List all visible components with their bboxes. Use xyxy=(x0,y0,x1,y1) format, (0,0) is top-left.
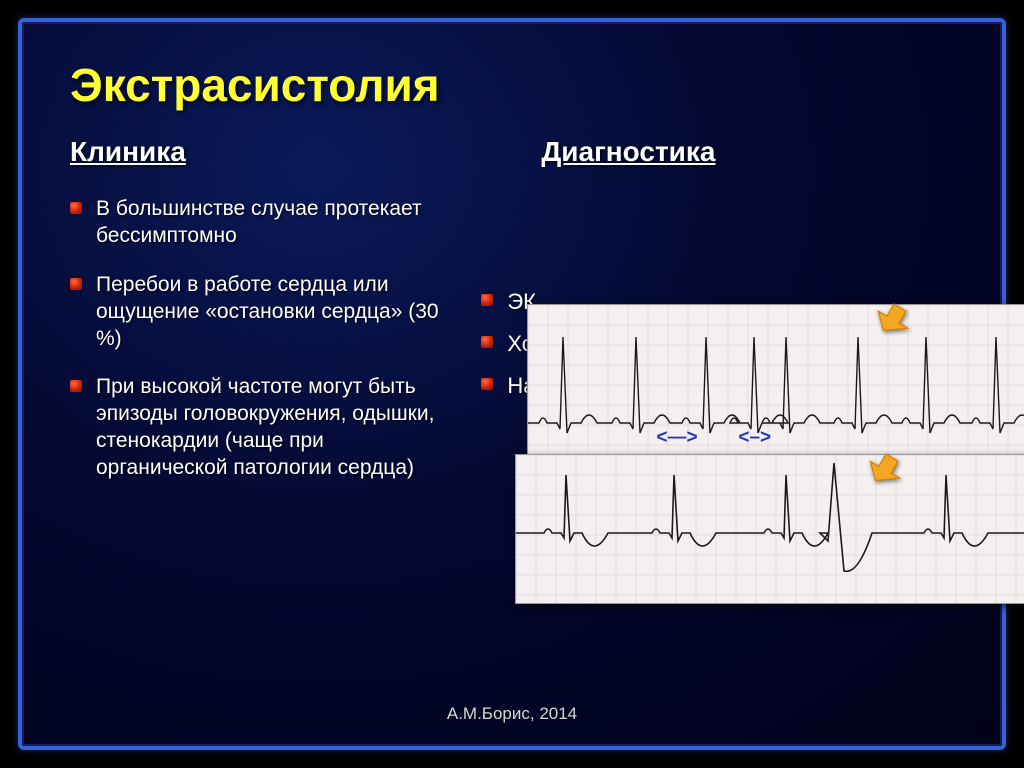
list-item: При высокой частоте могут быть эпизоды г… xyxy=(70,374,441,482)
content-columns: Клиника В большинстве случае протекает б… xyxy=(70,136,954,504)
list-item: В большинстве случае протекает бессимпто… xyxy=(70,196,441,250)
ecg-image-group: <—> <–> xyxy=(527,304,1024,604)
arrow-icon xyxy=(867,298,911,342)
slide-title: Экстрасистолия xyxy=(70,58,954,112)
right-column: Диагностика ЭК Хо мо На <—> xyxy=(481,136,954,504)
interval-marker: <—> xyxy=(656,427,697,449)
left-heading: Клиника xyxy=(70,136,441,168)
arrow-icon xyxy=(859,448,903,492)
list-item: Перебои в работе сердца или ощущение «ос… xyxy=(70,272,441,353)
ecg-strip-bottom xyxy=(515,454,1024,604)
interval-marker: <–> xyxy=(738,427,771,449)
left-column: Клиника В большинстве случае протекает б… xyxy=(70,136,441,504)
footer-credit: А.М.Борис, 2014 xyxy=(22,704,1002,724)
right-heading: Диагностика xyxy=(541,136,954,168)
slide-inner-frame: Экстрасистолия Клиника В большинстве слу… xyxy=(18,18,1006,750)
slide-outer-frame: Экстрасистолия Клиника В большинстве слу… xyxy=(0,0,1024,768)
ecg-strip-top: <—> <–> xyxy=(527,304,1024,458)
left-bullet-list: В большинстве случае протекает бессимпто… xyxy=(70,196,441,482)
